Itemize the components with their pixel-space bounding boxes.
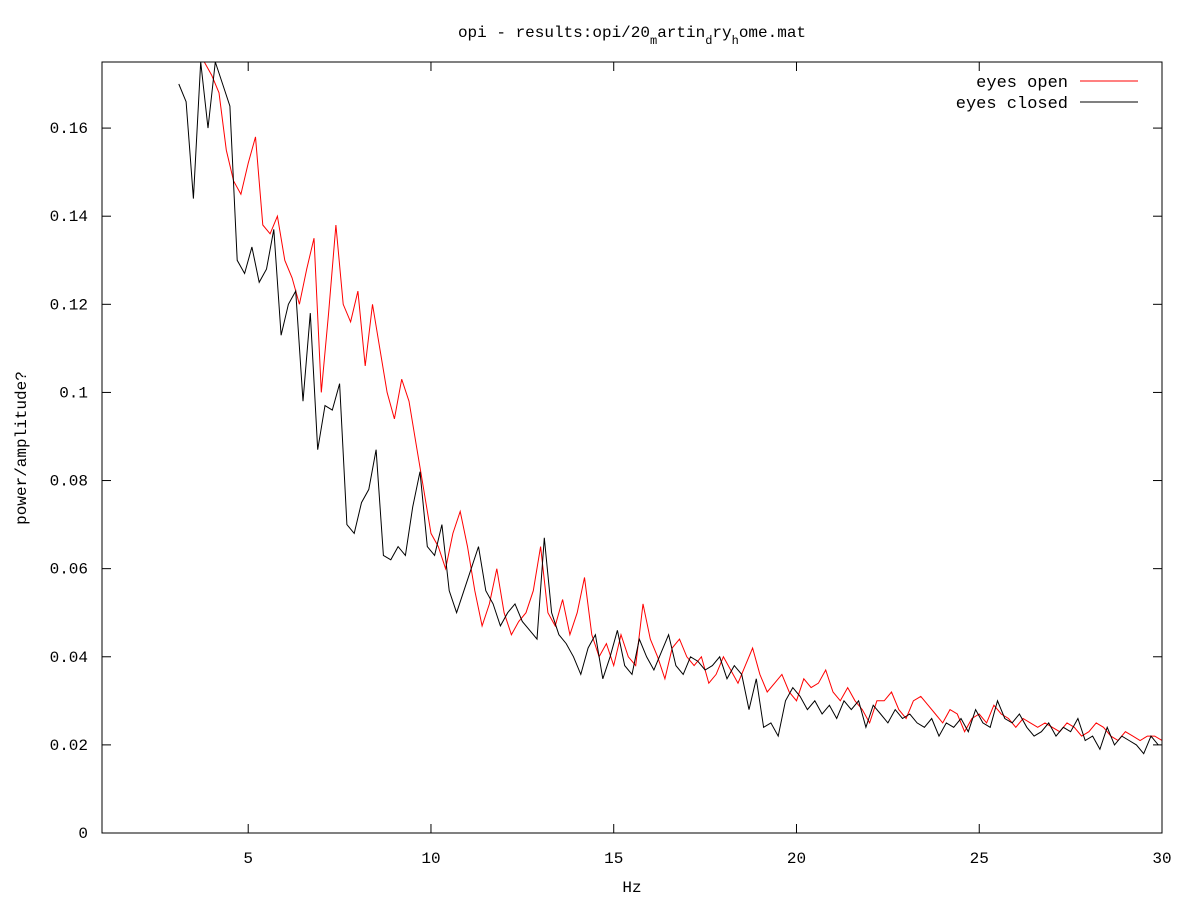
y-axis-label: power/amplitude? (13, 371, 31, 525)
legend-label-eyes-open: eyes open (976, 74, 1068, 93)
x-tick-label: 25 (970, 850, 989, 868)
series-line-eyes-closed (178, 62, 1159, 755)
y-tick-label: 0.16 (50, 120, 88, 138)
chart-title: opi - results:opi/20martindryhome.mat (458, 24, 806, 48)
y-tick-label: 0.12 (50, 296, 88, 314)
title-sub2: d (705, 34, 712, 48)
x-tick-label: 5 (243, 850, 253, 868)
title-base: opi - results:opi/20 (458, 24, 650, 42)
y-tick-label: 0.02 (50, 737, 88, 755)
plot-frame (101, 61, 1163, 834)
y-tick-label: 0.06 (50, 561, 88, 579)
x-tick-label: 15 (604, 850, 623, 868)
x-tick-label: 10 (421, 850, 440, 868)
y-tick-label: 0.04 (50, 649, 88, 667)
x-axis-label: Hz (622, 879, 641, 897)
legend-label-eyes-closed: eyes closed (956, 95, 1068, 114)
x-tick-label: 30 (1152, 850, 1171, 868)
title-sub1: m (650, 34, 657, 48)
y-tick-label: 0 (78, 825, 88, 843)
y-tick-label: 0.14 (50, 208, 88, 226)
title-sub3: h (732, 34, 739, 48)
plot-area (178, 62, 1162, 755)
title-mid2: ry (712, 24, 732, 42)
axes: 0 0.02 0.04 0.06 0.08 0.1 0.12 0.14 0.16 5 10 15 20 2… (50, 61, 1172, 868)
x-tick-label: 20 (787, 850, 806, 868)
y-tick-label: 0.08 (50, 473, 88, 491)
title-tail: ome.mat (739, 24, 806, 42)
y-tick-label: 0.1 (59, 384, 88, 402)
legend: eyes open eyes closed (956, 74, 1138, 114)
title-mid1: artin (657, 24, 705, 42)
